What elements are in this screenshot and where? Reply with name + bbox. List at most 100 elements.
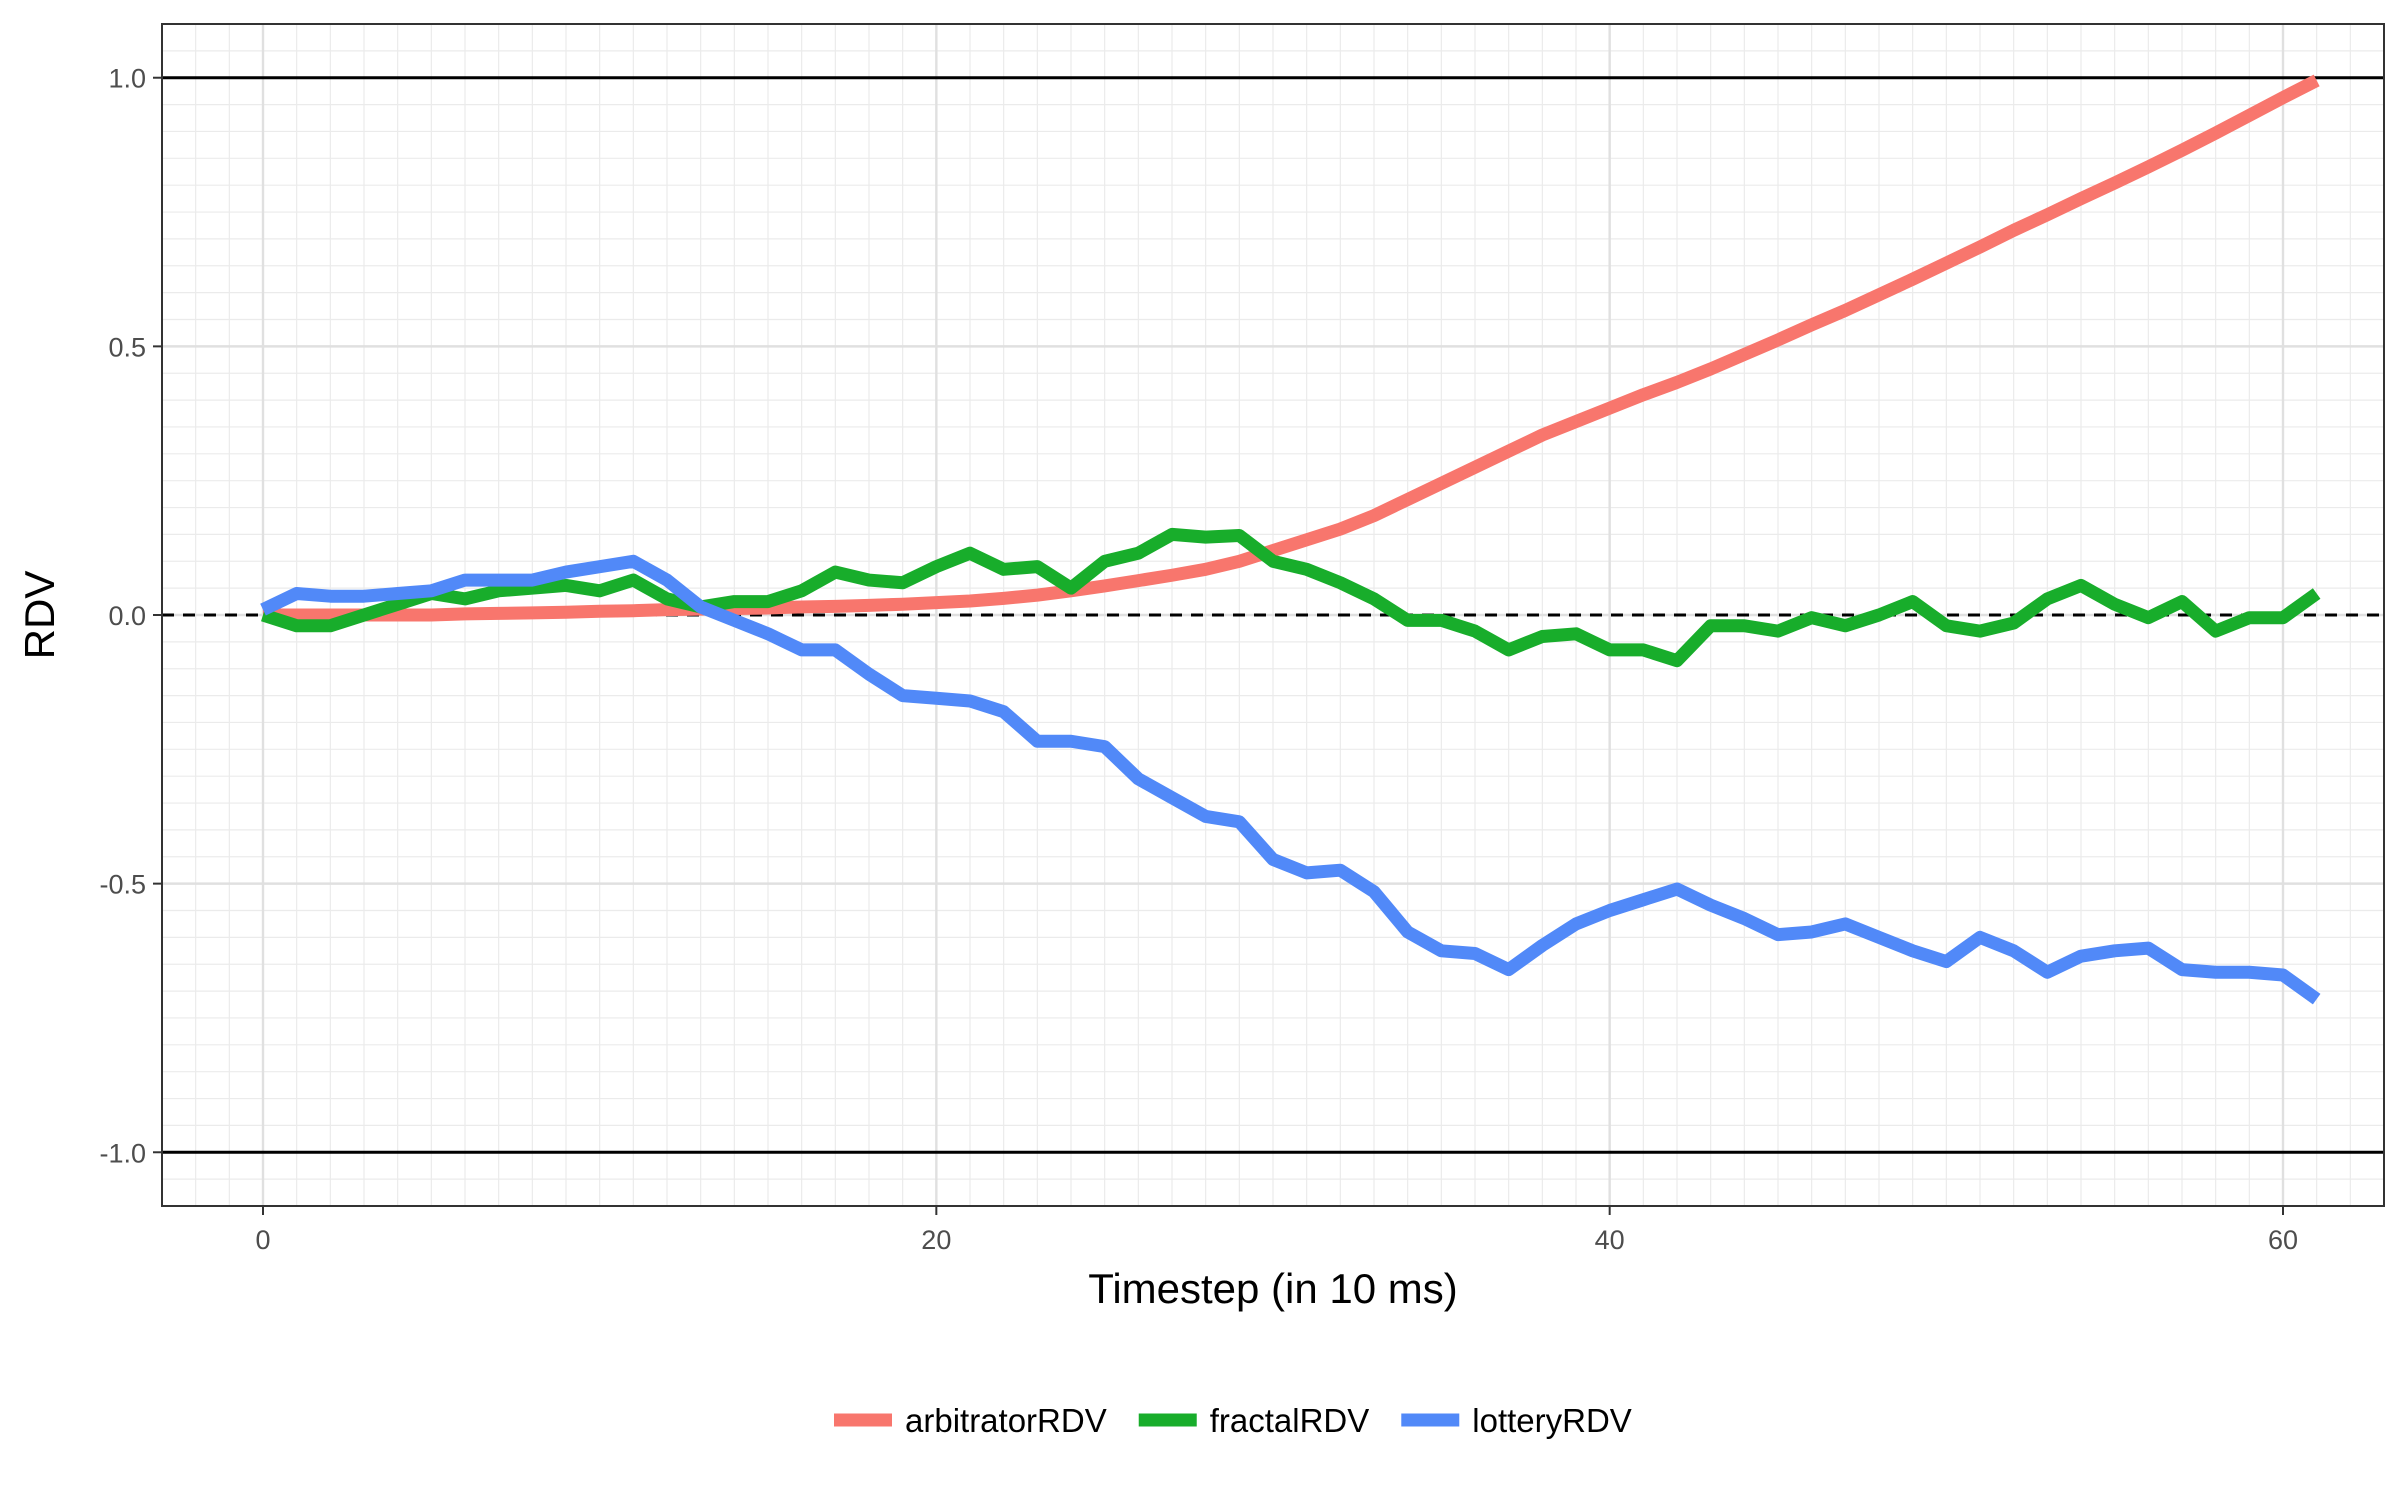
data-point <box>2148 166 2149 167</box>
data-point <box>599 566 600 567</box>
data-point <box>2215 133 2216 134</box>
data-point <box>700 606 701 607</box>
data-point <box>1205 569 1206 570</box>
data-point <box>1677 382 1678 383</box>
data-point <box>532 588 533 589</box>
data-point <box>1172 575 1173 576</box>
data-point <box>1946 263 1947 264</box>
data-point <box>1239 821 1240 822</box>
data-point <box>2013 950 2014 951</box>
data-point <box>1845 625 1846 626</box>
data-point <box>397 604 398 605</box>
legend-item-lotteryRDV: lotteryRDV <box>1401 1402 1632 1439</box>
data-point <box>1710 625 1711 626</box>
data-point <box>2283 97 2284 98</box>
data-point <box>1542 945 1543 946</box>
data-point <box>2013 623 2014 624</box>
data-point <box>869 580 870 581</box>
data-point <box>330 615 331 616</box>
data-point <box>1912 279 1913 280</box>
data-point <box>397 615 398 616</box>
data-point <box>835 572 836 573</box>
data-point <box>2047 214 2048 215</box>
x-tick-label: 0 <box>255 1225 270 1255</box>
data-point <box>2215 972 2216 973</box>
x-tick-label: 60 <box>2268 1225 2298 1255</box>
data-point <box>1273 859 1274 860</box>
data-point <box>1677 889 1678 890</box>
data-point <box>1677 660 1678 661</box>
data-point <box>1475 953 1476 954</box>
data-point <box>1609 408 1610 409</box>
data-point <box>498 590 499 591</box>
data-point <box>1778 339 1779 340</box>
data-point <box>902 695 903 696</box>
data-point <box>2047 972 2048 973</box>
legend: arbitratorRDV fractalRDV lotteryRDV <box>834 1402 1632 1439</box>
data-point <box>1744 354 1745 355</box>
data-point <box>1003 569 1004 570</box>
data-point <box>1980 631 1981 632</box>
data-point <box>2249 972 2250 973</box>
data-point <box>1138 580 1139 581</box>
data-point <box>296 615 297 616</box>
data-point <box>667 609 668 610</box>
data-point <box>2316 999 2317 1000</box>
data-point <box>330 625 331 626</box>
data-point <box>633 580 634 581</box>
data-point <box>2047 598 2048 599</box>
data-point <box>869 605 870 606</box>
data-point <box>1710 368 1711 369</box>
data-point <box>566 612 567 613</box>
data-point <box>296 593 297 594</box>
data-point <box>1441 483 1442 484</box>
data-point <box>1172 534 1173 535</box>
data-point <box>1306 569 1307 570</box>
y-axis: -1.0 -0.5 0.0 0.5 1.0 <box>99 64 162 1168</box>
data-point <box>1374 891 1375 892</box>
data-point <box>1576 633 1577 634</box>
data-point <box>1071 588 1072 589</box>
data-point <box>1475 631 1476 632</box>
data-point <box>1239 561 1240 562</box>
data-point <box>1643 394 1644 395</box>
data-point <box>2249 115 2250 116</box>
data-point <box>1071 741 1072 742</box>
data-point <box>2148 617 2149 618</box>
data-point <box>1643 649 1644 650</box>
data-point <box>2182 601 2183 602</box>
data-point <box>1946 625 1947 626</box>
data-point <box>566 585 567 586</box>
reference-lines <box>162 76 2384 1154</box>
data-point <box>1104 746 1105 747</box>
data-point <box>2114 604 2115 605</box>
data-point <box>1037 741 1038 742</box>
data-point <box>2114 183 2115 184</box>
data-point <box>1441 620 1442 621</box>
data-point <box>498 580 499 581</box>
data-point <box>1811 617 1812 618</box>
data-point <box>566 572 567 573</box>
data-point <box>1273 561 1274 562</box>
series-fractalRDV <box>261 527 2321 668</box>
data-point <box>1138 553 1139 554</box>
data-point <box>1508 649 1509 650</box>
data-point <box>970 601 971 602</box>
data-point <box>835 649 836 650</box>
data-point <box>2316 80 2317 81</box>
data-point <box>1340 529 1341 530</box>
data-point <box>1778 934 1779 935</box>
data-point <box>801 606 802 607</box>
data-point <box>2249 617 2250 618</box>
data-point <box>1576 421 1577 422</box>
legend-label: arbitratorRDV <box>905 1402 1107 1439</box>
data-point <box>1879 937 1880 938</box>
data-point <box>1475 467 1476 468</box>
data-point <box>599 590 600 591</box>
data-point <box>1542 435 1543 436</box>
data-point <box>2081 198 2082 199</box>
data-point <box>902 604 903 605</box>
data-point <box>1306 539 1307 540</box>
